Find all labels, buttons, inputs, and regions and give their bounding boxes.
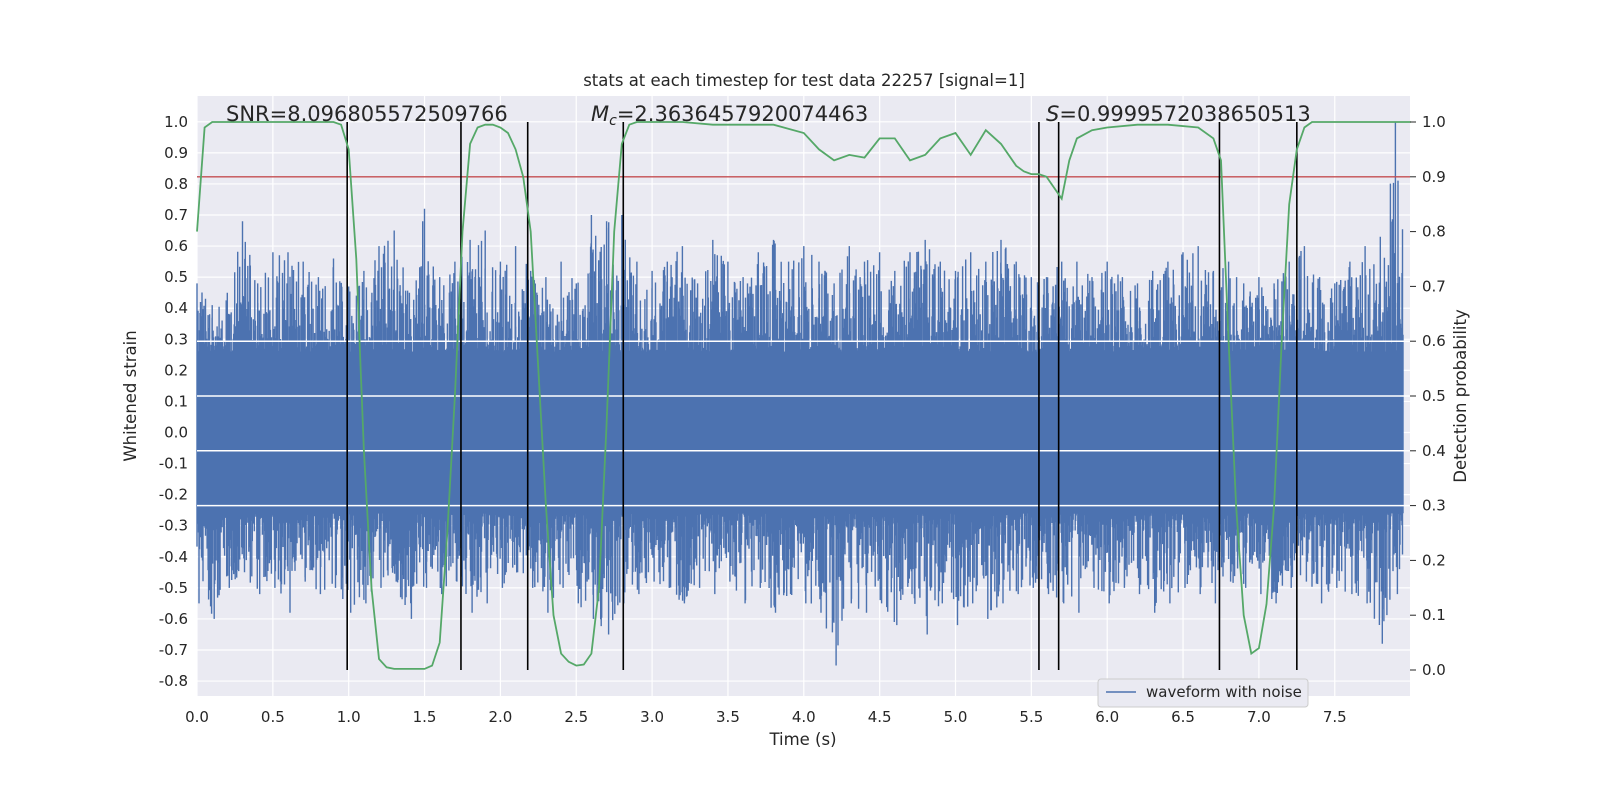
axes: 0.0 0.5 1.0 1.5 2.0 2.5 3.0 3.5 4.0 4.5 5.0 5.5 6.0 6…	[159, 113, 1446, 726]
snr-annotation: SNR=8.096805572509766	[226, 102, 508, 126]
y-right-tick-label: 0.0	[1422, 661, 1446, 679]
y-right-tick-label: 0.1	[1422, 606, 1446, 624]
y-left-tick-label: 0.3	[164, 330, 188, 348]
x-tick-label: 0.5	[261, 708, 285, 726]
y-left-tick-label: -0.4	[159, 548, 188, 566]
s-annotation: S=0.9999572038650513	[1046, 102, 1311, 126]
detection-probability-line	[196, 121, 1411, 670]
x-tick-label: 7.0	[1247, 708, 1271, 726]
y-axis-label-right: Detection probability	[1451, 309, 1470, 483]
x-tick-label: 2.0	[488, 708, 512, 726]
x-tick-label: 0.0	[185, 708, 209, 726]
x-tick-label: 3.5	[716, 708, 740, 726]
y-left-tick-label: -0.5	[159, 579, 188, 597]
waveform-core	[197, 351, 1404, 514]
x-tick-label: 1.5	[413, 708, 437, 726]
y-right-tick-label: 1.0	[1422, 113, 1446, 131]
x-tick-label: 4.5	[868, 708, 892, 726]
y-left-tick-label: 0.9	[164, 144, 188, 162]
detection-overlay	[196, 121, 1411, 670]
x-tick-label: 7.5	[1323, 708, 1347, 726]
y-left-tick-label: -0.3	[159, 517, 188, 535]
y-axis-label-left: Whitened strain	[121, 330, 140, 461]
s-value: =0.9999572038650513	[1059, 102, 1310, 126]
x-tick-label: 1.0	[337, 708, 361, 726]
mc-annotation: Mc=2.3636457920074463	[591, 102, 868, 129]
y-left-tick-label: 0.6	[164, 237, 188, 255]
mc-symbol: M	[591, 102, 609, 126]
legend-label: waveform with noise	[1146, 683, 1302, 701]
y-right-tick-label: 0.6	[1422, 332, 1446, 350]
y-left-tick-label: 0.5	[164, 268, 188, 286]
mc-subscript: c	[609, 113, 617, 129]
x-tick-label: 5.0	[944, 708, 968, 726]
y-left-tick-label: 1.0	[164, 113, 188, 131]
y-right-tick-label: 0.2	[1422, 551, 1446, 569]
y-left-tick-label: 0.1	[164, 392, 188, 410]
legend-box	[1097, 678, 1309, 708]
y-left-tick-label: 0.2	[164, 361, 188, 379]
y-left-tick-label: -0.6	[159, 610, 188, 628]
y-left-tick-label: -0.2	[159, 486, 188, 504]
legend: waveform with noise	[1097, 678, 1309, 708]
annotations: SNR=8.096805572509766 Mc=2.3636457920074…	[226, 102, 1311, 129]
x-tick-label: 5.5	[1019, 708, 1043, 726]
y-left-tick-label: 0.0	[164, 424, 188, 442]
y-left-tick-label: 0.4	[164, 299, 188, 317]
y-left-tick-label: -0.1	[159, 455, 188, 473]
x-tick-label: 6.5	[1171, 708, 1195, 726]
y-left-tick-label: 0.7	[164, 206, 188, 224]
y-right-tick-label: 0.7	[1422, 277, 1446, 295]
chart-title: stats at each timestep for test data 222…	[583, 71, 1025, 90]
y-right-tick-label: 0.3	[1422, 497, 1446, 515]
x-tick-label: 2.5	[564, 708, 588, 726]
mc-value: =2.3636457920074463	[617, 102, 868, 126]
x-tick-label: 3.0	[640, 708, 664, 726]
y-right-tick-label: 0.4	[1422, 442, 1446, 460]
x-tick-label: 4.0	[792, 708, 816, 726]
y-right-tick-label: 0.8	[1422, 223, 1446, 241]
x-axis-label: Time (s)	[768, 730, 836, 749]
y-left-tick-label: 0.8	[164, 175, 188, 193]
s-symbol: S	[1046, 102, 1059, 126]
y-right-tick-label: 0.5	[1422, 387, 1446, 405]
y-right-tick-label: 0.9	[1422, 168, 1446, 186]
waveform-series	[196, 121, 1410, 666]
y-left-tick-label: -0.7	[159, 641, 188, 659]
y-left-tick-label: -0.8	[159, 672, 188, 690]
x-tick-label: 6.0	[1095, 708, 1119, 726]
